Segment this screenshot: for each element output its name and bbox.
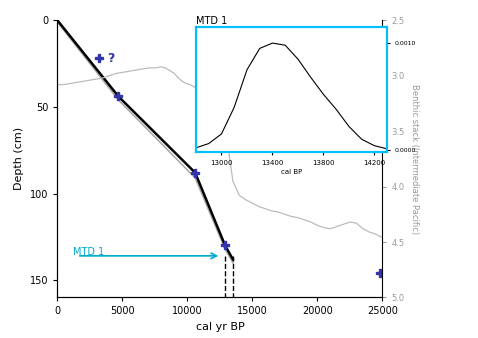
X-axis label: cal BP: cal BP — [281, 169, 302, 174]
Y-axis label: Depth (cm): Depth (cm) — [14, 127, 24, 190]
Text: MTD 1: MTD 1 — [196, 16, 227, 26]
X-axis label: cal yr BP: cal yr BP — [196, 322, 244, 332]
Y-axis label: Benthic stack (Intermediate Pacific): Benthic stack (Intermediate Pacific) — [410, 84, 419, 234]
Text: ?: ? — [107, 52, 114, 65]
Text: MTD 1: MTD 1 — [73, 247, 104, 258]
